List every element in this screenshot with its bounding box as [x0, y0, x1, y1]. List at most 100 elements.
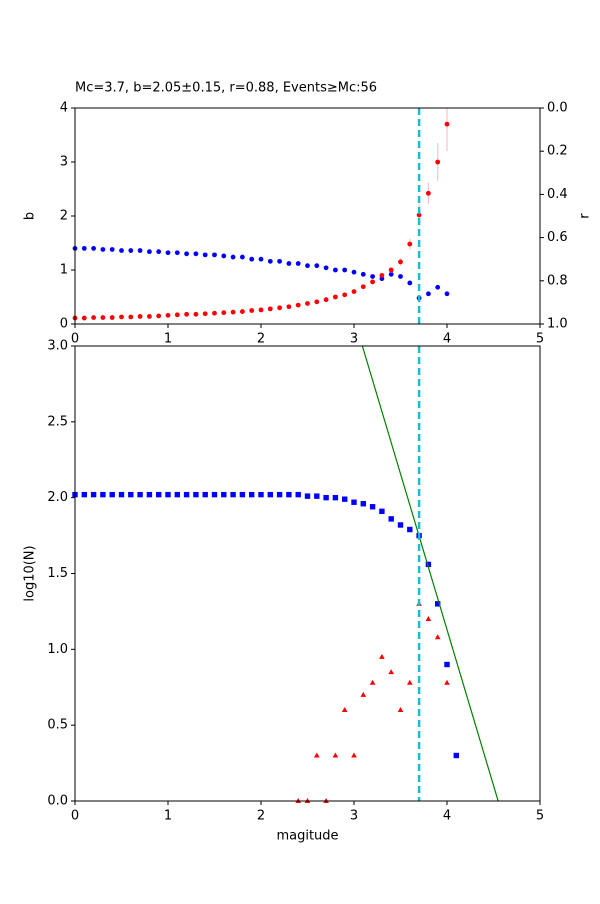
point — [286, 261, 292, 266]
point — [435, 159, 441, 165]
point — [305, 301, 310, 306]
point — [221, 253, 227, 259]
point — [453, 752, 459, 759]
point — [128, 314, 134, 320]
point — [258, 256, 264, 262]
point — [174, 491, 180, 498]
point — [249, 256, 255, 262]
y2-tick-label: 0.6 — [547, 230, 568, 245]
point — [407, 526, 413, 533]
point — [119, 314, 124, 320]
y2-tick-label: 0.0 — [547, 101, 568, 116]
y2-tick-label: 0.2 — [547, 144, 568, 159]
point — [444, 661, 450, 668]
point — [118, 491, 125, 498]
point — [109, 315, 115, 320]
point — [444, 121, 450, 127]
x-tick-label: 0 — [71, 332, 79, 347]
point — [435, 601, 441, 607]
x-tick-label: 2 — [257, 809, 265, 824]
point — [230, 254, 236, 260]
x-tick-label: 5 — [536, 809, 544, 824]
point — [267, 306, 273, 312]
fit-line — [361, 346, 499, 801]
point — [360, 271, 366, 277]
point — [165, 312, 171, 318]
point — [360, 284, 366, 290]
point — [137, 491, 143, 498]
point — [407, 241, 413, 247]
point — [193, 491, 199, 498]
point — [249, 491, 255, 498]
point — [230, 491, 236, 498]
chart-title: Mc=3.7, b=2.05±0.15, r=0.88, Events≥Mc:5… — [75, 81, 377, 96]
point — [388, 271, 394, 277]
point — [165, 250, 171, 256]
point — [211, 491, 218, 498]
plot-frame — [74, 345, 541, 802]
y-tick-label: 2.0 — [47, 490, 68, 505]
point — [212, 252, 217, 258]
point — [304, 493, 311, 499]
point — [193, 311, 199, 317]
point — [342, 292, 348, 298]
point — [258, 491, 264, 498]
point — [444, 679, 450, 685]
point — [137, 314, 143, 319]
y-tick-label: 1.5 — [47, 566, 68, 581]
point — [221, 310, 227, 316]
y-tick-label: 1.0 — [47, 642, 68, 657]
point — [156, 313, 162, 319]
point — [305, 263, 310, 269]
point — [379, 273, 385, 278]
point — [388, 516, 394, 522]
y2-tick-label: 0.4 — [547, 187, 568, 202]
y-tick-label: 2 — [60, 209, 68, 224]
point — [249, 308, 255, 313]
point — [314, 493, 320, 499]
point — [425, 616, 432, 621]
point — [295, 491, 301, 498]
point — [156, 491, 162, 498]
point — [277, 305, 282, 311]
y-tick-label: 0.0 — [47, 794, 68, 809]
point — [165, 491, 171, 498]
point — [407, 679, 413, 685]
x-tick-label: 2 — [257, 332, 265, 347]
y-tick-label: 3.0 — [47, 339, 68, 354]
point — [398, 274, 403, 279]
point — [398, 259, 403, 265]
point — [286, 304, 292, 310]
point — [379, 508, 385, 515]
point — [426, 190, 431, 196]
point — [397, 707, 404, 712]
point — [239, 491, 246, 498]
point — [407, 280, 413, 286]
point — [184, 251, 190, 257]
point — [333, 267, 338, 273]
point — [351, 289, 357, 294]
point — [426, 291, 431, 297]
point — [212, 310, 217, 316]
point — [90, 491, 97, 498]
point — [425, 561, 432, 568]
point — [91, 315, 96, 320]
point — [332, 494, 339, 501]
point — [81, 246, 87, 251]
point — [128, 491, 134, 498]
x-tick-label: 0 — [71, 809, 79, 824]
point — [137, 248, 143, 253]
point — [258, 307, 264, 313]
point — [342, 496, 348, 502]
y-axis-label: b — [23, 212, 38, 220]
point — [314, 299, 320, 305]
point — [267, 491, 273, 498]
point — [128, 248, 134, 253]
point — [351, 752, 357, 758]
point — [183, 491, 190, 498]
point — [81, 491, 87, 498]
point — [202, 491, 208, 498]
point — [341, 707, 348, 712]
point — [323, 297, 329, 303]
